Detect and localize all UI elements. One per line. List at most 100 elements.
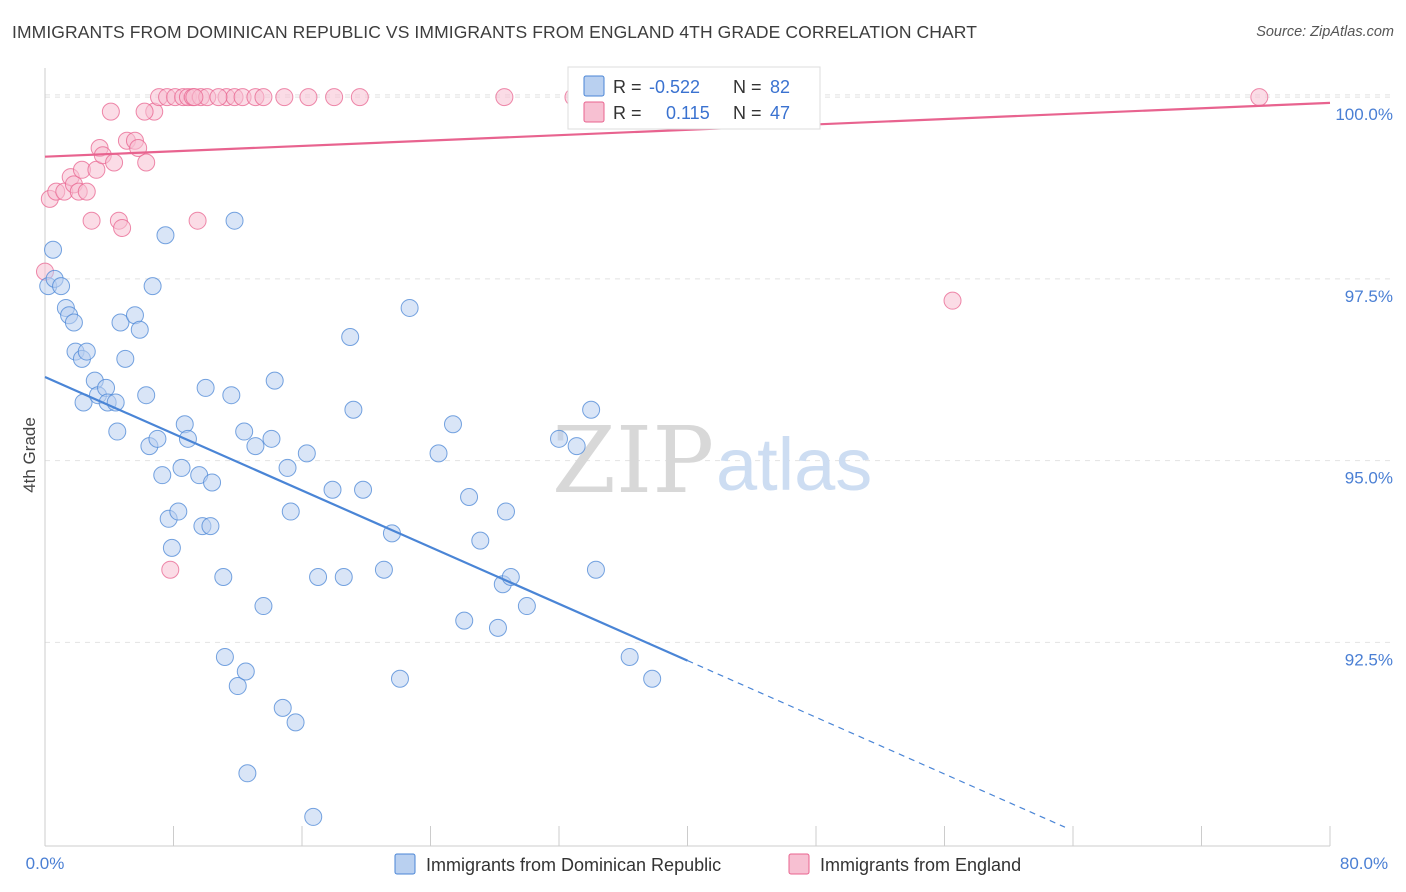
y-tick-label-0: 100.0% <box>1335 105 1393 124</box>
y-tick-label-1: 97.5% <box>1345 287 1393 306</box>
dominican-point-61 <box>354 480 373 499</box>
dominican-point-65 <box>400 298 419 317</box>
dominican-points <box>39 211 662 826</box>
dominican-point-47 <box>254 597 273 616</box>
x-axis-ticks <box>44 826 1331 846</box>
dominican-n-value: 82 <box>770 77 790 97</box>
legend-england-label: Immigrants from England <box>820 855 1021 875</box>
dominican-point-20 <box>130 320 149 339</box>
dominican-point-75 <box>517 597 536 616</box>
dominican-point-78 <box>582 400 601 419</box>
stats-legend-box <box>567 66 821 130</box>
dominican-point-31 <box>175 415 194 434</box>
dominican-point-70 <box>471 531 490 550</box>
dominican-point-68 <box>455 611 474 630</box>
england-point-46 <box>943 291 962 310</box>
legend-dominican-swatch <box>394 853 416 875</box>
dominican-point-55 <box>304 807 323 826</box>
dominican-point-16 <box>108 422 127 441</box>
england-trend-line <box>44 101 1331 158</box>
dominican-point-77 <box>567 437 586 456</box>
dominican-point-76 <box>550 429 568 448</box>
dominican-point-35 <box>196 378 215 397</box>
england-point-30 <box>188 211 207 230</box>
dominican-point-64 <box>390 669 409 688</box>
y-tick-labels: 100.0% 97.5% 95.0% 92.5% <box>1335 105 1393 669</box>
dominican-point-28 <box>162 538 181 557</box>
grid-lines <box>45 94 1392 643</box>
dominican-point-40 <box>222 386 241 405</box>
y-tick-label-3: 92.5% <box>1345 650 1393 669</box>
dominican-point-43 <box>235 422 254 441</box>
dominican-point-80 <box>620 647 639 666</box>
dominican-point-24 <box>148 429 167 448</box>
england-point-47 <box>1250 88 1269 107</box>
dominican-point-44 <box>236 662 255 681</box>
dominican-point-59 <box>341 328 360 347</box>
dominican-point-57 <box>323 480 342 499</box>
dominican-point-23 <box>143 277 162 296</box>
dominican-point-53 <box>286 713 305 732</box>
england-point-9 <box>82 211 101 230</box>
dominican-swatch <box>583 75 605 97</box>
source-credit: Source: ZipAtlas.com <box>1256 24 1394 40</box>
dominican-point-81 <box>643 669 662 688</box>
dominican-point-60 <box>344 400 363 419</box>
y-tick-label-2: 95.0% <box>1345 469 1393 488</box>
x-tick-label-min: 0.0% <box>26 854 65 873</box>
dominican-point-56 <box>309 567 328 586</box>
england-point-8 <box>77 182 96 201</box>
dominican-point-46 <box>246 437 265 456</box>
england-point-36 <box>254 88 273 107</box>
dominican-point-67 <box>443 415 462 434</box>
england-point-44 <box>495 88 514 107</box>
england-point-40 <box>350 88 369 107</box>
dominican-point-42 <box>228 677 247 696</box>
dominican-point-45 <box>238 764 257 783</box>
england-point-16 <box>113 218 132 237</box>
dominican-trend-extension <box>687 660 1066 828</box>
dominican-point-26 <box>156 226 175 245</box>
dominican-point-54 <box>297 444 316 463</box>
dominican-point-49 <box>265 371 284 390</box>
dominican-point-50 <box>273 698 292 717</box>
stats-legend: R = -0.522 N = 82 R = 0.115 N = 47 <box>567 66 821 130</box>
chart-title: IMMIGRANTS FROM DOMINICAN REPUBLIC VS IM… <box>12 22 977 42</box>
watermark-zip: ZIP <box>552 407 714 514</box>
x-tick-label-max: 80.0% <box>1340 854 1388 873</box>
dominican-point-30 <box>172 458 191 477</box>
dominican-point-62 <box>374 560 393 579</box>
england-point-38 <box>299 88 318 107</box>
legend-dominican-label: Immigrants from Dominican Republic <box>426 855 721 875</box>
dominican-trend-line <box>44 376 688 662</box>
dominican-point-17 <box>111 313 130 332</box>
dominican-point-25 <box>153 466 172 485</box>
trend-lines <box>44 101 1331 828</box>
dominican-r-value: -0.522 <box>649 77 700 97</box>
dominican-point-3 <box>52 277 71 296</box>
dominican-point-71 <box>488 618 507 637</box>
dominican-point-1 <box>44 240 63 259</box>
england-point-13 <box>101 102 120 121</box>
bottom-legend: Immigrants from Dominican Republic Immig… <box>394 853 1021 875</box>
dominican-point-48 <box>262 429 281 448</box>
dominican-r-label: R = <box>613 77 642 97</box>
dominican-point-52 <box>281 502 300 521</box>
watermark-atlas: atlas <box>716 423 872 506</box>
y-axis-label: 4th Grade <box>20 417 39 493</box>
dominican-point-51 <box>278 458 297 477</box>
dominican-point-69 <box>460 487 479 506</box>
dominican-point-79 <box>586 560 605 579</box>
england-point-41 <box>161 560 180 579</box>
dominican-point-21 <box>137 386 156 405</box>
england-n-label: N = <box>733 103 762 123</box>
dominican-point-32 <box>178 429 197 448</box>
england-point-37 <box>275 88 294 107</box>
england-point-39 <box>325 88 344 107</box>
england-swatch <box>583 101 605 123</box>
dominican-n-label: N = <box>733 77 762 97</box>
dominican-point-41 <box>225 211 244 230</box>
england-point-43 <box>209 88 228 107</box>
dominican-point-29 <box>169 502 188 521</box>
